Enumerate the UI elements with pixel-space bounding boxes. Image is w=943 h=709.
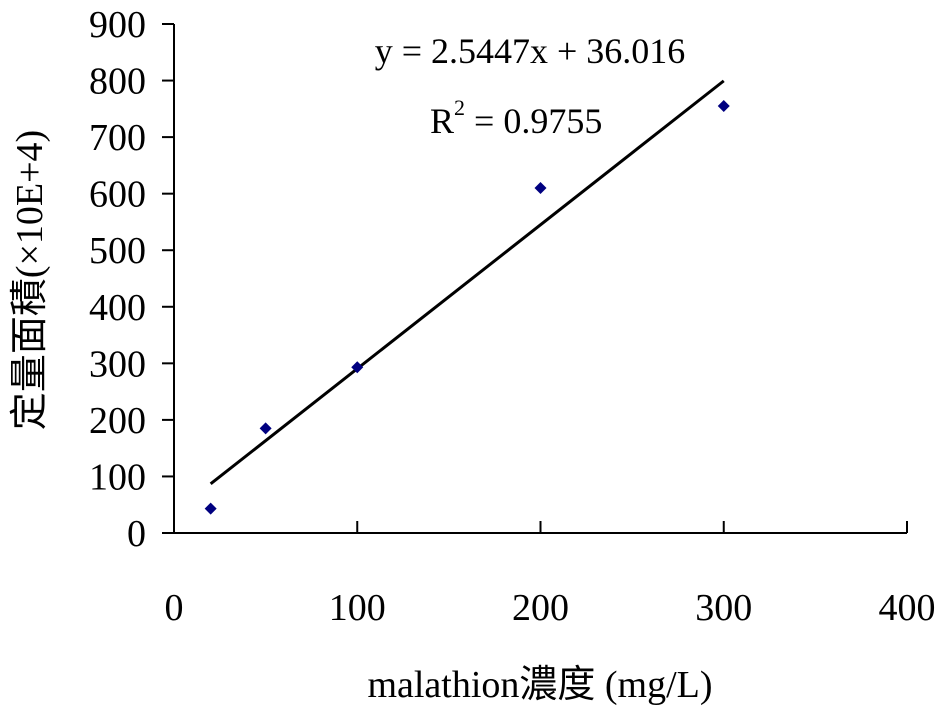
data-points [204,100,730,515]
y-tick-label: 300 [89,343,146,385]
y-tick-label: 600 [89,174,146,216]
data-point [259,422,272,435]
y-tick-label: 900 [89,4,146,46]
y-tick-label: 800 [89,61,146,103]
y-tick-label: 700 [89,117,146,159]
x-axis-title: malathion濃度 (mg/L) [367,664,712,706]
data-point [204,502,217,515]
y-tick-label: 200 [89,400,146,442]
x-tick-label: 400 [879,587,936,629]
y-axis-title: 定量面積(×10E+4) [9,130,51,430]
x-tick-label: 300 [695,587,752,629]
r-squared-label: R2 = 0.9755 [430,95,602,141]
x-tick-label: 0 [165,587,184,629]
y-tick-label: 100 [89,456,146,498]
x-tick-label: 100 [329,587,386,629]
trendline-equation: y = 2.5447x + 36.016 [375,31,686,71]
data-point [351,361,364,374]
y-tick-label: 400 [89,287,146,329]
y-tick-label: 0 [127,513,146,555]
x-tick-label: 200 [512,587,569,629]
data-point [717,100,730,113]
x-axis-ticks: 0 100 200 300 400 [165,521,936,629]
y-tick-label: 500 [89,230,146,272]
y-axis-ticks: 0 100 200 300 400 500 600 700 800 900 [89,4,174,555]
data-point [534,182,547,195]
trendline [209,79,725,486]
